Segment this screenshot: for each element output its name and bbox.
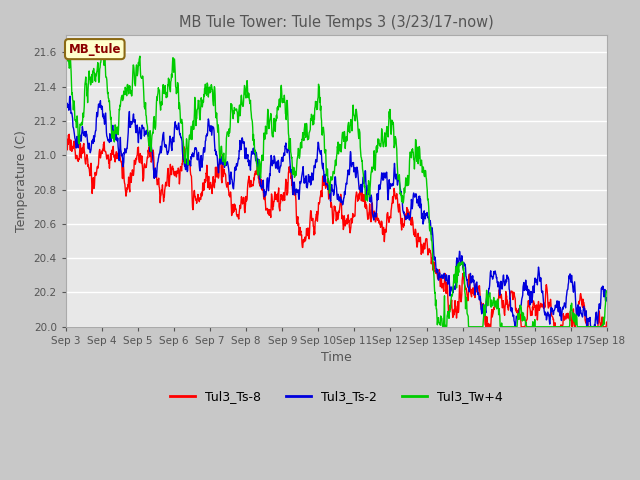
X-axis label: Time: Time <box>321 351 352 364</box>
Tul3_Ts-2 <box>243 155 251 160</box>
Tul3_Ts-2 <box>62 103 70 108</box>
Tul3_Ts-8 <box>603 321 611 326</box>
Tul3_Ts-8 <box>170 166 177 172</box>
Tul3_Tw+4 <box>243 78 251 84</box>
Title: MB Tule Tower: Tule Temps 3 (3/23/17-now): MB Tule Tower: Tule Temps 3 (3/23/17-now… <box>179 15 494 30</box>
Tul3_Ts-2 <box>539 294 547 300</box>
Y-axis label: Temperature (C): Temperature (C) <box>15 130 28 232</box>
Tul3_Ts-2 <box>170 138 177 144</box>
Tul3_Ts-2 <box>492 268 499 274</box>
Tul3_Tw+4 <box>62 36 70 42</box>
Tul3_Ts-8 <box>243 196 251 202</box>
Tul3_Ts-2 <box>420 213 428 219</box>
Tul3_Tw+4 <box>492 300 499 306</box>
Tul3_Tw+4 <box>62 37 70 43</box>
Line: Tul3_Ts-8: Tul3_Ts-8 <box>66 134 607 327</box>
Tul3_Tw+4 <box>420 174 428 180</box>
Tul3_Ts-2 <box>583 324 591 330</box>
Legend: Tul3_Ts-8, Tul3_Ts-2, Tul3_Tw+4: Tul3_Ts-8, Tul3_Ts-2, Tul3_Tw+4 <box>165 385 508 408</box>
Tul3_Ts-2 <box>66 93 74 99</box>
Tul3_Ts-8 <box>62 139 70 145</box>
Tul3_Ts-8 <box>65 132 73 137</box>
Tul3_Ts-2 <box>182 156 190 162</box>
Tul3_Ts-8 <box>482 324 490 330</box>
Tul3_Ts-8 <box>540 305 547 311</box>
Tul3_Ts-2 <box>603 297 611 302</box>
Tul3_Ts-8 <box>182 160 190 166</box>
Tul3_Ts-8 <box>420 246 428 252</box>
Tul3_Tw+4 <box>170 62 177 68</box>
Tul3_Tw+4 <box>540 324 547 330</box>
Tul3_Tw+4 <box>182 136 190 142</box>
Line: Tul3_Tw+4: Tul3_Tw+4 <box>66 39 607 327</box>
Line: Tul3_Ts-2: Tul3_Ts-2 <box>66 96 607 327</box>
Tul3_Tw+4 <box>603 288 611 294</box>
Tul3_Ts-8 <box>492 303 499 309</box>
Text: MB_tule: MB_tule <box>68 43 121 56</box>
Tul3_Tw+4 <box>439 324 447 330</box>
